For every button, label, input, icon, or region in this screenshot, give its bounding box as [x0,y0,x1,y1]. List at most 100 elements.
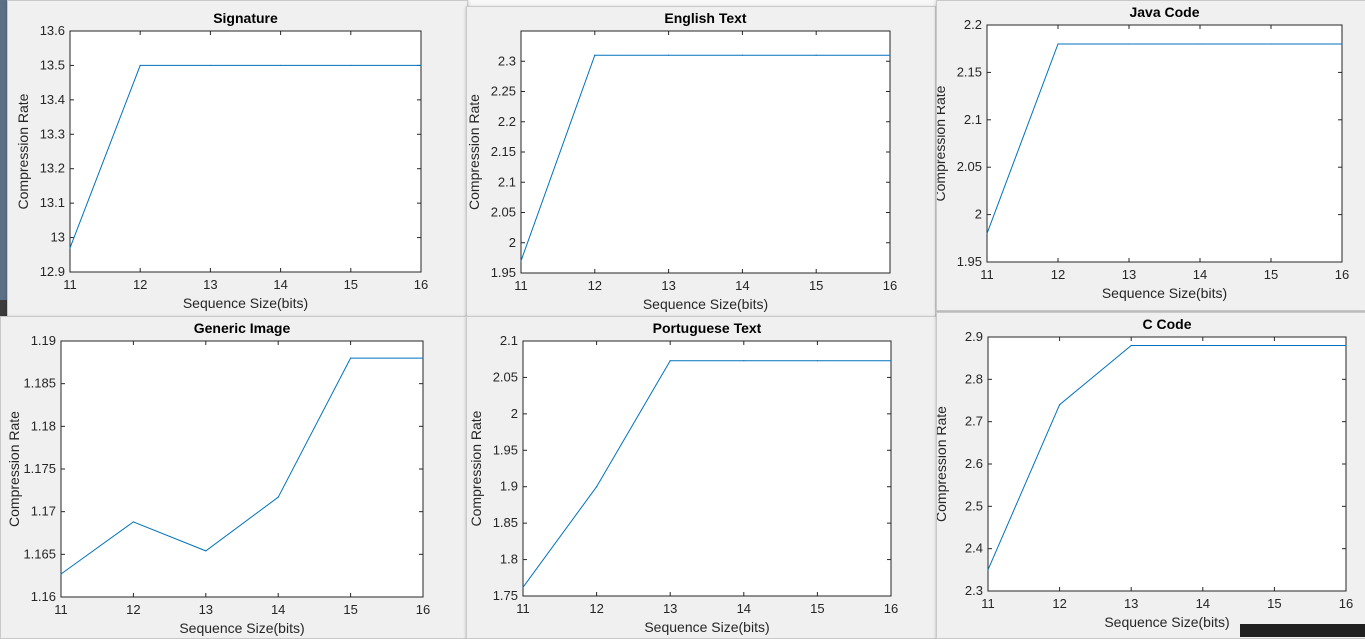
x-tick-label: 15 [1264,267,1278,282]
figure-window-signature[interactable]: Signature 11 12 13 14 15 16 12.9 13 13.1 13.2 13.3 1… [7,0,468,318]
y-tick-label: 1.16 [31,589,56,604]
figure-window-java-code[interactable]: Java Code 11 12 13 14 15 16 1.95 2 2.05 2.1 2.15 2.2… [936,0,1365,311]
data-point [986,232,988,235]
figure-window-portuguese-text[interactable]: Portuguese Text 11 12 13 14 15 16 1.75 1.8 1.85 1.… [466,316,938,639]
data-point [594,54,596,56]
x-axis-label: Sequence Size(bits) [644,619,769,635]
x-tick-label: 11 [63,277,77,292]
y-tick-label: 2.9 [965,329,983,344]
x-tick-label: 12 [588,278,602,293]
background-status-bar [1240,624,1365,637]
chart-english-text: English Text 11 12 13 14 15 16 1.95 2 2.05 2.1 2.15… [467,10,897,312]
y-tick-label: 1.95 [493,442,518,457]
data-point [350,357,352,359]
y-tick-label: 1.17 [31,504,56,519]
chart-title: English Text [664,10,747,26]
y-tick-label: 2.2 [498,114,516,129]
background-window-edge-dark [0,300,10,330]
y-tick-label: 2.8 [965,371,983,386]
x-tick-label: 15 [343,602,357,617]
data-point [816,360,818,362]
data-point [889,54,891,56]
plot-area [987,336,1347,592]
y-tick-label: 13.2 [40,161,65,176]
y-tick-label: 2.25 [491,84,516,99]
x-tick-label: 13 [1122,267,1136,282]
x-tick-label: 15 [810,601,824,616]
y-tick-label: 1.95 [957,254,982,269]
series-line [520,54,890,262]
x-tick-label: 16 [883,278,897,293]
x-tick-label: 13 [661,278,675,293]
y-tick-label: 1.18 [31,418,56,433]
y-tick-label: 2.1 [498,174,516,189]
y-tick-label: 2 [511,406,518,421]
data-point [520,260,522,262]
data-point [890,360,892,362]
data-point [596,486,598,488]
x-tick-label: 11 [981,596,995,611]
plot-area [522,340,892,597]
figure-window-english-text[interactable]: English Text 11 12 13 14 15 16 1.95 2 2.05 2.1 2.15… [466,6,936,320]
data-point [280,64,282,67]
plot-area [986,24,1343,263]
y-axis-label: Compression Rate [468,410,484,526]
plot-area [520,30,891,274]
chart-title: Signature [213,10,278,26]
y-tick-label: 2.1 [964,112,982,127]
y-tick-label: 1.85 [493,515,518,530]
y-tick-label: 1.8 [500,552,518,567]
x-tick-label: 12 [126,602,140,617]
x-tick-label: 12 [1051,267,1065,282]
x-tick-label: 15 [344,277,358,292]
x-tick-label: 14 [271,602,285,617]
data-point [668,54,670,56]
data-point [1273,344,1275,347]
chart-portuguese-text: Portuguese Text 11 12 13 14 15 16 1.75 1.8 1.85 1.… [468,320,898,635]
chart-generic-image: Generic Image 11 12 13 14 15 16 1.16 1.165 1.17 1.… [6,320,430,636]
x-tick-label: 14 [1193,267,1207,282]
y-tick-label: 2 [509,235,516,250]
y-tick-label: 13.3 [40,126,65,141]
x-tick-label: 11 [514,278,528,293]
x-tick-label: 14 [273,277,287,292]
y-axis-label: Compression Rate [937,406,949,522]
data-point [987,569,989,571]
y-tick-label: 2.1 [500,333,518,348]
data-point [1130,344,1132,347]
data-point [205,550,207,552]
series-line [522,360,891,588]
y-tick-label: 2.3 [498,53,516,68]
data-point [741,54,743,56]
x-axis-label: Sequence Size(bits) [643,296,768,312]
x-axis-label: Sequence Size(bits) [183,295,308,311]
y-tick-label: 1.19 [31,333,56,348]
data-point [669,360,671,362]
x-axis-label: Sequence Size(bits) [179,620,304,636]
y-tick-label: 2.05 [493,369,518,384]
x-tick-label: 12 [589,601,603,616]
y-tick-label: 12.9 [40,264,65,279]
figure-window-c-code[interactable]: C Code 11 12 13 14 15 16 2.3 2.4 2.5 2.6 2.7 2.8 2.9 S… [936,312,1365,639]
x-tick-label: 11 [516,601,530,616]
chart-title: Java Code [1129,4,1199,20]
x-tick-label: 16 [416,602,430,617]
y-tick-label: 13.1 [40,195,65,210]
x-tick-label: 14 [735,278,749,293]
chart-signature: Signature 11 12 13 14 15 16 12.9 13 13.1 13.2 13.3 1… [15,10,428,311]
x-tick-label: 16 [1335,267,1349,282]
figure-window-generic-image[interactable]: Generic Image 11 12 13 14 15 16 1.16 1.165 1.17 1.… [0,316,468,639]
x-tick-label: 12 [1052,596,1066,611]
data-point [743,360,745,362]
data-point [1199,43,1201,45]
y-tick-label: 13.5 [40,57,65,72]
data-point [1345,344,1347,347]
series-line [986,43,1342,234]
y-tick-label: 2.05 [957,159,982,174]
data-point [1270,43,1272,45]
data-point [350,64,352,67]
x-axis-label: Sequence Size(bits) [1102,285,1227,301]
plot-area [69,30,422,273]
y-tick-label: 1.9 [500,479,518,494]
y-tick-label: 2 [975,207,982,222]
